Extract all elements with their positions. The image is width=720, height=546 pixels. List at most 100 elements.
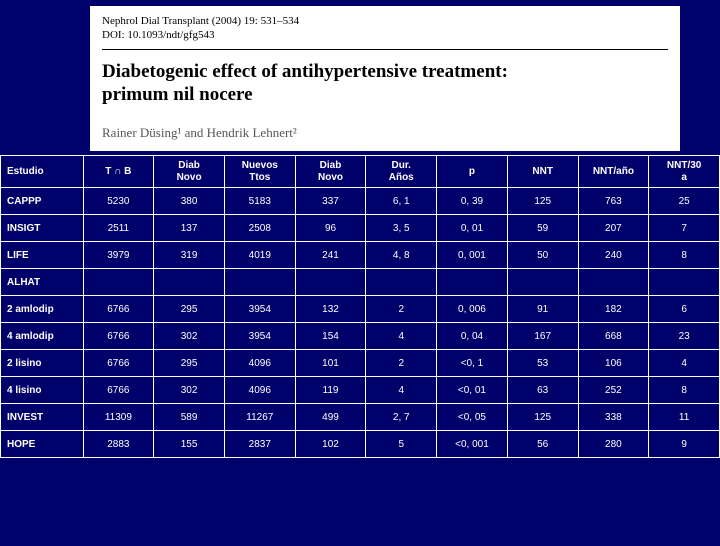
col-header: T ∩ B <box>83 156 154 188</box>
study-name-cell: 2 lisino <box>1 350 84 377</box>
data-cell: 302 <box>154 323 225 350</box>
data-cell: 53 <box>507 350 578 377</box>
data-cell <box>437 269 508 296</box>
data-cell: 4096 <box>224 350 295 377</box>
data-cell: 137 <box>154 215 225 242</box>
data-cell: 11309 <box>83 404 154 431</box>
studies-table: EstudioT ∩ BDiabNovoNuevosTtosDiabNovoDu… <box>0 155 720 458</box>
table-body: CAPPP523038051833376, 10, 3912576325INSI… <box>1 188 720 458</box>
table-row: 2 lisino676629540961012<0, 1531064 <box>1 350 720 377</box>
data-cell: 6766 <box>83 350 154 377</box>
data-cell: 106 <box>578 350 649 377</box>
data-cell: 4019 <box>224 242 295 269</box>
data-cell: 319 <box>154 242 225 269</box>
data-cell: 56 <box>507 431 578 458</box>
data-cell: 0, 001 <box>437 242 508 269</box>
data-cell: 125 <box>507 188 578 215</box>
data-cell: 280 <box>578 431 649 458</box>
citation-line-1: Nephrol Dial Transplant (2004) 19: 531–5… <box>102 14 668 28</box>
data-cell: 119 <box>295 377 366 404</box>
table-row: 4 amlodip6766302395415440, 0416766823 <box>1 323 720 350</box>
study-name-cell: 2 amlodip <box>1 296 84 323</box>
data-cell: 9 <box>649 431 720 458</box>
data-cell: 2 <box>366 350 437 377</box>
data-cell: 4096 <box>224 377 295 404</box>
data-cell <box>578 269 649 296</box>
table-header: EstudioT ∩ BDiabNovoNuevosTtosDiabNovoDu… <box>1 156 720 188</box>
data-cell: 182 <box>578 296 649 323</box>
table-row: HOPE288315528371025<0, 001562809 <box>1 431 720 458</box>
col-header: NNT <box>507 156 578 188</box>
study-name-cell: HOPE <box>1 431 84 458</box>
col-header: Estudio <box>1 156 84 188</box>
data-cell: 8 <box>649 242 720 269</box>
study-name-cell: CAPPP <box>1 188 84 215</box>
data-cell: 23 <box>649 323 720 350</box>
col-header: NNT/30a <box>649 156 720 188</box>
data-cell: <0, 1 <box>437 350 508 377</box>
data-cell: 302 <box>154 377 225 404</box>
data-cell: 101 <box>295 350 366 377</box>
data-cell: 3979 <box>83 242 154 269</box>
data-cell: 668 <box>578 323 649 350</box>
citation-line-2: DOI: 10.1093/ndt/gfg543 <box>102 28 668 42</box>
col-header: DiabNovo <box>154 156 225 188</box>
title-line-1: Diabetogenic effect of antihypertensive … <box>102 61 508 82</box>
data-cell: 91 <box>507 296 578 323</box>
data-cell: 295 <box>154 350 225 377</box>
data-cell: 7 <box>649 215 720 242</box>
data-cell: 6766 <box>83 377 154 404</box>
data-cell: 132 <box>295 296 366 323</box>
table-row: 4 lisino676630240961194<0, 01632528 <box>1 377 720 404</box>
data-cell <box>507 269 578 296</box>
data-cell: 3, 5 <box>366 215 437 242</box>
table-row: INVEST11309589112674992, 7<0, 0512533811 <box>1 404 720 431</box>
table-row: CAPPP523038051833376, 10, 3912576325 <box>1 188 720 215</box>
data-cell: 499 <box>295 404 366 431</box>
data-cell <box>83 269 154 296</box>
table-row: INSIGT25111372508963, 50, 01592077 <box>1 215 720 242</box>
study-name-cell: INVEST <box>1 404 84 431</box>
data-cell <box>154 269 225 296</box>
title-line-2: primum nil nocere <box>102 84 253 105</box>
data-cell: <0, 05 <box>437 404 508 431</box>
data-cell: 2511 <box>83 215 154 242</box>
data-cell <box>224 269 295 296</box>
col-header: NNT/año <box>578 156 649 188</box>
data-cell: 6, 1 <box>366 188 437 215</box>
study-name-cell: LIFE <box>1 242 84 269</box>
divider <box>102 49 668 50</box>
data-cell: 6 <box>649 296 720 323</box>
data-cell: 5230 <box>83 188 154 215</box>
data-cell: 96 <box>295 215 366 242</box>
data-cell: <0, 01 <box>437 377 508 404</box>
col-header: DiabNovo <box>295 156 366 188</box>
data-cell: 102 <box>295 431 366 458</box>
data-cell <box>366 269 437 296</box>
data-cell: 4 <box>366 377 437 404</box>
col-header: NuevosTtos <box>224 156 295 188</box>
data-cell: 11 <box>649 404 720 431</box>
data-cell: 63 <box>507 377 578 404</box>
study-name-cell: 4 lisino <box>1 377 84 404</box>
data-cell: 8 <box>649 377 720 404</box>
data-cell <box>649 269 720 296</box>
data-cell: 125 <box>507 404 578 431</box>
data-cell: 3954 <box>224 296 295 323</box>
data-cell: 589 <box>154 404 225 431</box>
data-cell: 5 <box>366 431 437 458</box>
data-cell: 6766 <box>83 323 154 350</box>
data-cell: 155 <box>154 431 225 458</box>
data-cell: 295 <box>154 296 225 323</box>
study-name-cell: 4 amlodip <box>1 323 84 350</box>
data-cell: 2, 7 <box>366 404 437 431</box>
paper-title: Diabetogenic effect of antihypertensive … <box>102 60 668 108</box>
data-cell: 59 <box>507 215 578 242</box>
data-cell: 763 <box>578 188 649 215</box>
data-cell: 0, 39 <box>437 188 508 215</box>
data-cell: 4, 8 <box>366 242 437 269</box>
data-cell <box>295 269 366 296</box>
data-cell: 2508 <box>224 215 295 242</box>
table-row: LIFE397931940192414, 80, 001502408 <box>1 242 720 269</box>
study-name-cell: INSIGT <box>1 215 84 242</box>
